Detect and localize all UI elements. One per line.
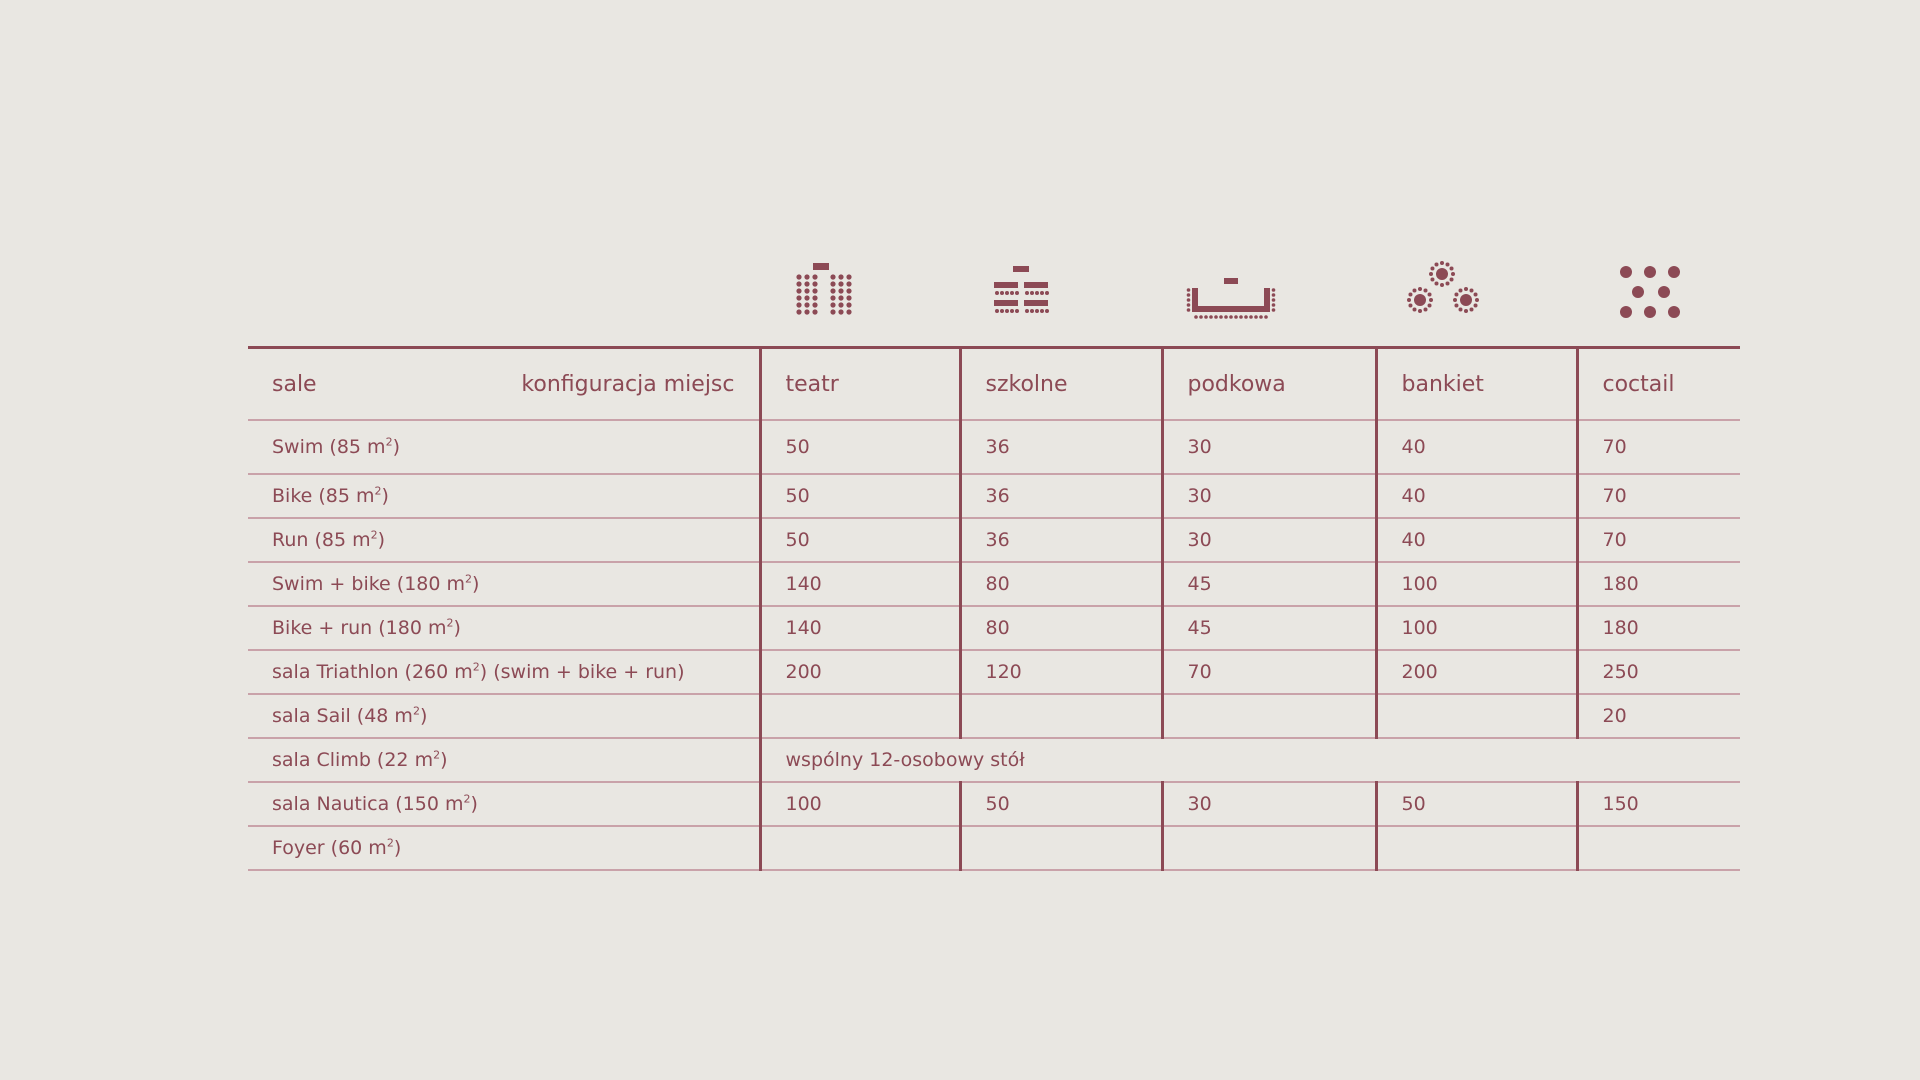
- capacity-cell: [1160, 694, 1376, 739]
- table-row: Bike + run (180 m2) 140 80 45 100 180: [248, 606, 1740, 651]
- capacity-cell: 36: [958, 474, 1162, 519]
- col-header-podkowa: podkowa: [1160, 347, 1376, 421]
- capacity-cell: 70: [1575, 420, 1740, 475]
- capacity-cell: 140: [758, 606, 960, 651]
- capacity-cell: 120: [958, 650, 1162, 695]
- table-row: sala Sail (48 m2) 20: [248, 694, 1740, 739]
- cocktail-layout-icon: [1604, 260, 1694, 322]
- rooms-label: sale: [272, 371, 317, 397]
- capacity-cell: 30: [1160, 420, 1376, 475]
- capacity-cell: [958, 694, 1162, 739]
- capacity-cell: 70: [1575, 518, 1740, 563]
- capacity-table-section: sale konfiguracja miejsc teatr szkolne p…: [248, 260, 1740, 871]
- table-row: Swim (85 m2) 50 36 30 40 70: [248, 420, 1740, 475]
- capacity-cell: 100: [1374, 606, 1577, 651]
- room-name: sala Climb (22 m2): [248, 738, 760, 783]
- capacity-cell: [1575, 826, 1740, 871]
- capacity-table: sale konfiguracja miejsc teatr szkolne p…: [248, 346, 1740, 871]
- room-name: sala Sail (48 m2): [248, 694, 760, 739]
- layout-icons-row: [248, 260, 1740, 346]
- capacity-cell: 50: [758, 420, 960, 475]
- capacity-cell: 200: [758, 650, 960, 695]
- col-header-teatr: teatr: [758, 347, 960, 421]
- table-row: Run (85 m2) 50 36 30 40 70: [248, 518, 1740, 563]
- room-name: Run (85 m2): [248, 518, 760, 563]
- table-row: sala Triathlon (260 m2) (swim + bike + r…: [248, 650, 1740, 695]
- capacity-cell: 180: [1575, 606, 1740, 651]
- capacity-cell: 250: [1575, 650, 1740, 695]
- capacity-cell: 30: [1160, 474, 1376, 519]
- banquet-layout-icon: [1398, 260, 1488, 322]
- capacity-cell: 20: [1575, 694, 1740, 739]
- col-header-bankiet: bankiet: [1374, 347, 1577, 421]
- capacity-cell: 50: [758, 474, 960, 519]
- table-row: Bike (85 m2) 50 36 30 40 70: [248, 474, 1740, 519]
- capacity-cell: 50: [1374, 782, 1577, 827]
- capacity-cell: [1374, 826, 1577, 871]
- capacity-cell: 40: [1374, 420, 1577, 475]
- capacity-cell: [1374, 694, 1577, 739]
- room-name: Foyer (60 m2): [248, 826, 760, 871]
- table-row: Foyer (60 m2): [248, 826, 1740, 871]
- capacity-cell: 100: [758, 782, 960, 827]
- capacity-cell: 45: [1160, 606, 1376, 651]
- capacity-cell: 30: [1160, 782, 1376, 827]
- capacity-cell: 40: [1374, 518, 1577, 563]
- capacity-cell: 36: [958, 518, 1162, 563]
- capacity-cell: [758, 694, 960, 739]
- capacity-cell: 70: [1160, 650, 1376, 695]
- header-row: sale konfiguracja miejsc teatr szkolne p…: [248, 347, 1740, 421]
- room-name: Bike (85 m2): [248, 474, 760, 519]
- capacity-cell: 45: [1160, 562, 1376, 607]
- rooms-header: sale konfiguracja miejsc: [248, 347, 760, 421]
- row-note: wspólny 12-osobowy stół: [758, 738, 1740, 783]
- room-name: Bike + run (180 m2): [248, 606, 760, 651]
- capacity-cell: 200: [1374, 650, 1577, 695]
- room-name: Swim (85 m2): [248, 420, 760, 475]
- capacity-cell: 80: [958, 606, 1162, 651]
- capacity-cell: 70: [1575, 474, 1740, 519]
- room-name: sala Triathlon (260 m2) (swim + bike + r…: [248, 650, 760, 695]
- capacity-cell: 180: [1575, 562, 1740, 607]
- capacity-cell: 30: [1160, 518, 1376, 563]
- capacity-cell: 150: [1575, 782, 1740, 827]
- capacity-cell: 100: [1374, 562, 1577, 607]
- capacity-cell: 36: [958, 420, 1162, 475]
- capacity-cell: 50: [958, 782, 1162, 827]
- capacity-cell: 40: [1374, 474, 1577, 519]
- col-header-coctail: coctail: [1575, 347, 1740, 421]
- config-label: konfiguracja miejsc: [521, 371, 735, 397]
- classroom-layout-icon: [976, 260, 1066, 322]
- room-name: sala Nautica (150 m2): [248, 782, 760, 827]
- capacity-cell: 50: [758, 518, 960, 563]
- col-header-szkolne: szkolne: [958, 347, 1162, 421]
- capacity-cell: 80: [958, 562, 1162, 607]
- capacity-cell: [1160, 826, 1376, 871]
- capacity-cell: 140: [758, 562, 960, 607]
- table-row: Swim + bike (180 m2) 140 80 45 100 180: [248, 562, 1740, 607]
- room-name: Swim + bike (180 m2): [248, 562, 760, 607]
- theatre-layout-icon: [778, 260, 868, 322]
- capacity-cell: [758, 826, 960, 871]
- capacity-cell: [958, 826, 1162, 871]
- table-row: sala Nautica (150 m2) 100 50 30 50 150: [248, 782, 1740, 827]
- table-row: sala Climb (22 m2) wspólny 12-osobowy stó…: [248, 738, 1740, 783]
- u-shape-layout-icon: [1186, 260, 1276, 322]
